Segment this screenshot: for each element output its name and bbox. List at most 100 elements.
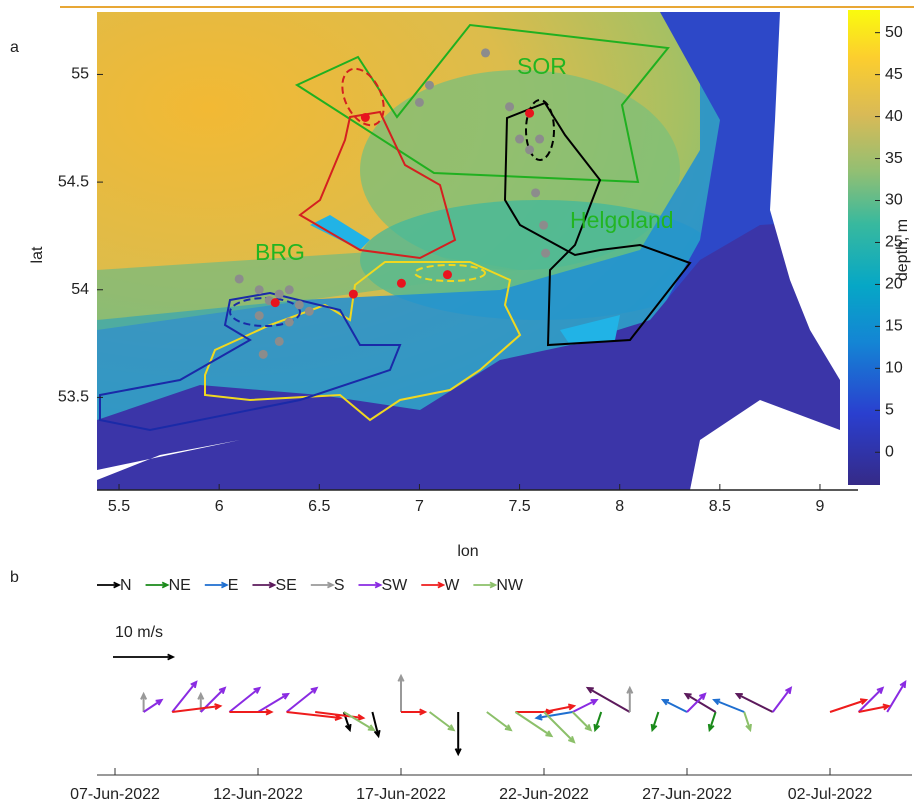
wind-arrow xyxy=(430,712,454,730)
station xyxy=(295,300,304,309)
legend-arrow xyxy=(205,582,227,587)
legend-label: W xyxy=(444,577,460,594)
y-tick-label: 53.5 xyxy=(58,389,89,406)
wind-arrow xyxy=(487,712,511,730)
station xyxy=(515,135,524,144)
wind-arrow xyxy=(144,700,162,712)
station xyxy=(525,109,534,118)
x-tick-label: 12-Jun-2022 xyxy=(213,786,303,803)
colorbar-tick-label: 0 xyxy=(885,443,894,460)
legend-arrow xyxy=(97,582,119,587)
panel-label: b xyxy=(10,569,19,586)
station xyxy=(305,307,314,316)
y-tick-label: 54 xyxy=(71,281,89,298)
legend-label: NE xyxy=(169,577,191,594)
y-tick-label: 55 xyxy=(71,66,89,83)
legend-label: S xyxy=(334,577,345,594)
station xyxy=(285,318,294,327)
colorbar xyxy=(848,10,880,485)
wind-arrow xyxy=(652,712,659,730)
scale-label: 10 m/s xyxy=(115,624,163,641)
x-tick-label: 27-Jun-2022 xyxy=(642,786,732,803)
colorbar-tick-label: 45 xyxy=(885,66,903,83)
wind-arrow xyxy=(887,682,905,712)
colorbar-tick-label: 10 xyxy=(885,360,903,377)
legend-label: SW xyxy=(381,577,408,594)
station xyxy=(531,188,540,197)
legend-label: SE xyxy=(275,577,296,594)
wind-arrow xyxy=(544,705,574,712)
wind-arrow xyxy=(172,682,196,712)
station xyxy=(525,145,534,154)
legend-label: NW xyxy=(496,577,524,594)
wind-arrow xyxy=(544,712,574,742)
station xyxy=(255,285,264,294)
station xyxy=(235,274,244,283)
wind-arrow xyxy=(573,700,597,712)
station xyxy=(255,311,264,320)
station xyxy=(505,102,514,111)
wind-arrow xyxy=(737,694,773,712)
wind-arrow xyxy=(537,712,573,720)
colorbar-tick-label: 20 xyxy=(885,276,903,293)
x-tick-label: 17-Jun-2022 xyxy=(356,786,446,803)
figure: SOR Helgoland BRG a b lon lat depth, m 5… xyxy=(0,0,914,806)
region-label: BRG xyxy=(255,239,305,265)
colorbar-tick-label: 50 xyxy=(885,24,903,41)
x-tick-label: 7 xyxy=(415,498,424,515)
wind-arrow xyxy=(744,712,751,730)
x-tick-label: 7.5 xyxy=(508,498,530,515)
legend-arrow xyxy=(358,582,380,587)
station xyxy=(275,290,284,299)
wind-arrow xyxy=(372,712,379,736)
station xyxy=(259,350,268,359)
legend-label: N xyxy=(120,577,132,594)
wind-arrow xyxy=(229,688,259,712)
wind-arrow xyxy=(714,700,744,712)
x-tick-label: 07-Jun-2022 xyxy=(70,786,160,803)
station xyxy=(275,337,284,346)
colorbar-tick-label: 30 xyxy=(885,192,903,209)
station xyxy=(541,249,550,258)
x-tick-label: 8.5 xyxy=(709,498,731,515)
x-tick-label: 22-Jun-2022 xyxy=(499,786,589,803)
wind-arrow xyxy=(258,694,288,712)
legend-arrow xyxy=(146,582,168,587)
wind-arrow xyxy=(709,712,716,730)
legend-arrow xyxy=(421,582,443,587)
wind-arrow xyxy=(773,688,791,712)
legend-arrow xyxy=(252,582,274,587)
x-tick-label: 9 xyxy=(816,498,825,515)
y-axis-label: lat xyxy=(29,246,46,263)
wind-arrow xyxy=(229,709,271,714)
scale-arrow xyxy=(113,654,173,659)
colorbar-tick-label: 15 xyxy=(885,318,903,335)
wind-arrow xyxy=(287,688,317,712)
legend-label: E xyxy=(228,577,239,594)
station xyxy=(443,270,452,279)
wind-arrow xyxy=(398,676,403,712)
wind-arrow xyxy=(573,712,591,730)
legend-arrow xyxy=(473,582,495,587)
wind-arrow xyxy=(456,712,461,754)
wind-arrow xyxy=(172,704,220,712)
wind-arrow xyxy=(141,694,146,712)
legend-arrow xyxy=(311,582,333,587)
station xyxy=(535,135,544,144)
region-label: Helgoland xyxy=(570,207,674,233)
wind-arrow xyxy=(594,712,601,730)
colorbar-tick-label: 5 xyxy=(885,402,894,419)
station xyxy=(481,48,490,57)
region-label: SOR xyxy=(517,53,567,79)
station xyxy=(349,290,358,299)
x-tick-label: 6.5 xyxy=(308,498,330,515)
station xyxy=(415,98,424,107)
station xyxy=(397,279,406,288)
x-axis-label: lon xyxy=(457,543,478,560)
x-tick-label: 02-Jul-2022 xyxy=(788,786,873,803)
wind-arrow xyxy=(663,700,687,712)
y-tick-label: 54.5 xyxy=(58,173,89,190)
colorbar-tick-label: 40 xyxy=(885,108,903,125)
x-tick-label: 6 xyxy=(215,498,224,515)
station xyxy=(425,81,434,90)
